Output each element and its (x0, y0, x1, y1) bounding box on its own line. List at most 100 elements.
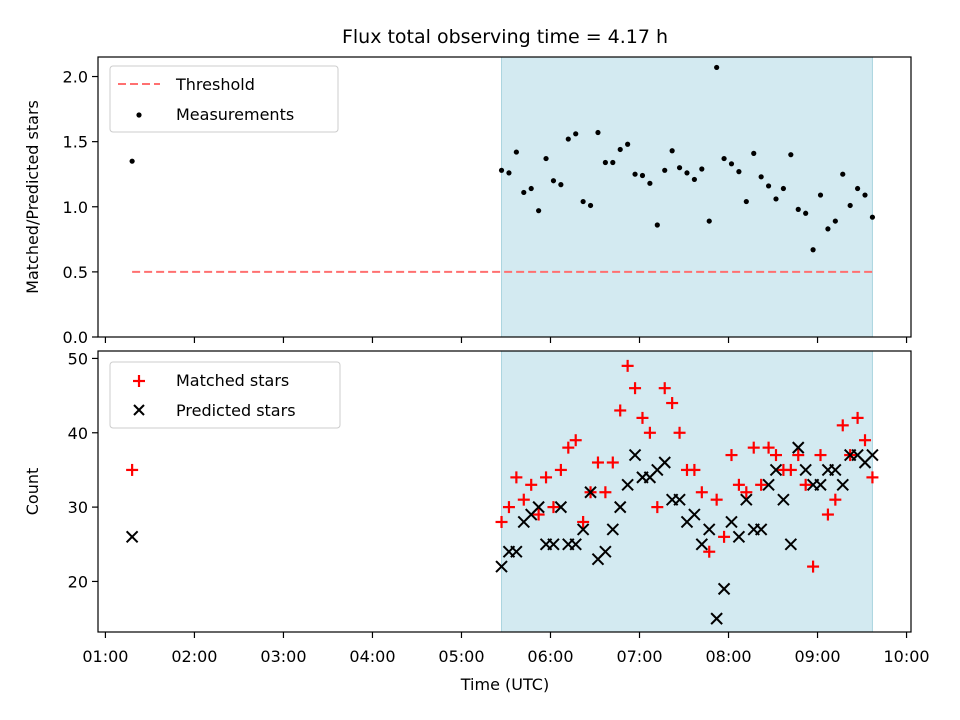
measurement-point (595, 129, 601, 136)
x-tick-label: 06:00 (527, 647, 573, 666)
measurement-point (558, 182, 564, 188)
predicted-star-point (792, 441, 805, 454)
predicted-star-point (769, 463, 783, 477)
matched-star-point (495, 515, 508, 528)
measurement-point (869, 214, 876, 220)
predicted-star-point (621, 478, 634, 492)
predicted-star-point (532, 500, 545, 514)
measurement-point (840, 171, 846, 177)
matched-star-point (606, 456, 619, 469)
measurement-point (832, 218, 838, 224)
matched-star-point (799, 478, 812, 491)
y-tick-label: 1.5 (63, 133, 88, 152)
measurement-point (610, 159, 616, 166)
measurement-point (565, 136, 571, 142)
matched-star-point (784, 463, 797, 476)
measurement-point (780, 185, 787, 192)
predicted-star-point (495, 560, 508, 573)
measurement-point (513, 149, 519, 155)
measurement-point (862, 192, 868, 198)
measurement-point (528, 185, 534, 192)
matched-star-point (807, 560, 820, 573)
measurement-point (543, 155, 549, 162)
matched-star-point (599, 486, 612, 499)
measurement-point (521, 189, 527, 196)
legend-threshold-label: Threshold (175, 75, 255, 94)
legend-predicted-label: Predicted stars (176, 401, 296, 420)
predicted-star-point (614, 500, 627, 514)
predicted-star-point (606, 523, 620, 536)
x-axis-label: Time (UTC) (460, 675, 549, 694)
y-tick-label: 0.5 (63, 263, 88, 282)
legend: Threshold Measurements (109, 65, 339, 133)
predicted-star-point (673, 493, 686, 506)
legend-box (109, 361, 341, 429)
measurement-point (751, 150, 757, 156)
predicted-star-point (695, 538, 709, 551)
x-tick-label: 07:00 (616, 647, 662, 666)
matched-star-point (651, 501, 664, 514)
y-tick-label: 0.0 (63, 328, 88, 347)
matched-star-point (636, 411, 649, 424)
measurement-point (536, 208, 542, 214)
predicted-star-point (599, 545, 612, 558)
predicted-star-point (717, 582, 731, 596)
measurement-point (573, 131, 579, 137)
predicted-star-point (710, 612, 723, 625)
matched-star-point (532, 508, 545, 521)
matched-star-point (695, 486, 708, 499)
measurement-point (765, 183, 772, 189)
measurement-point (662, 167, 668, 173)
measurement-point (817, 192, 824, 198)
measurement-point (854, 185, 861, 192)
measurement-point (506, 170, 512, 176)
predicted-star-point (732, 530, 746, 544)
matched-star-point (762, 441, 775, 454)
matched-star-point (666, 397, 679, 410)
x-tick-label: 02:00 (171, 647, 217, 666)
matched-star-point (821, 508, 834, 521)
legend: Matched stars Predicted stars (109, 361, 341, 429)
predicted-star-point (725, 515, 738, 529)
y-tick-label: 20 (68, 572, 88, 591)
matched-star-point (703, 545, 716, 558)
measurement-point (773, 196, 779, 202)
measurement-point (728, 161, 735, 167)
measurement-point (580, 198, 586, 205)
x-tick-label: 08:00 (705, 647, 751, 666)
predicted-star-point (814, 478, 827, 492)
matched-star-point (836, 419, 849, 432)
matched-star-point (643, 426, 656, 439)
predicted-star-point (510, 545, 523, 558)
x-tick-label: 04:00 (349, 647, 395, 666)
measurement-point (706, 218, 712, 224)
matched-star-point (629, 382, 642, 395)
measurement-point (129, 158, 135, 164)
measurement-point (788, 152, 794, 158)
predicted-star-point (866, 448, 879, 462)
predicted-star-point (688, 508, 701, 521)
measurement-point (803, 210, 809, 216)
x-tick-label: 10:00 (883, 647, 929, 666)
matched-star-point (577, 515, 590, 528)
matched-star-point (747, 441, 760, 454)
predicted-star-point (554, 500, 568, 514)
measurement-point (587, 202, 594, 209)
matched-star-point (732, 478, 745, 491)
legend-measurements-swatch (136, 112, 142, 118)
y-axis-label: Count (23, 468, 42, 516)
y-tick-label: 50 (68, 349, 88, 368)
x-tick-label: 03:00 (260, 647, 306, 666)
matched-star-point (814, 449, 827, 462)
measurement-point (714, 64, 720, 71)
measurement-point (617, 146, 623, 153)
measurement-point (743, 198, 749, 205)
predicted-star-point (754, 523, 768, 536)
plot-frame (97, 56, 912, 338)
predicted-star-point (777, 493, 790, 506)
measurement-point (625, 141, 631, 147)
measurement-point (795, 206, 801, 212)
matched-star-point (851, 411, 864, 424)
measurement-point (676, 165, 683, 171)
